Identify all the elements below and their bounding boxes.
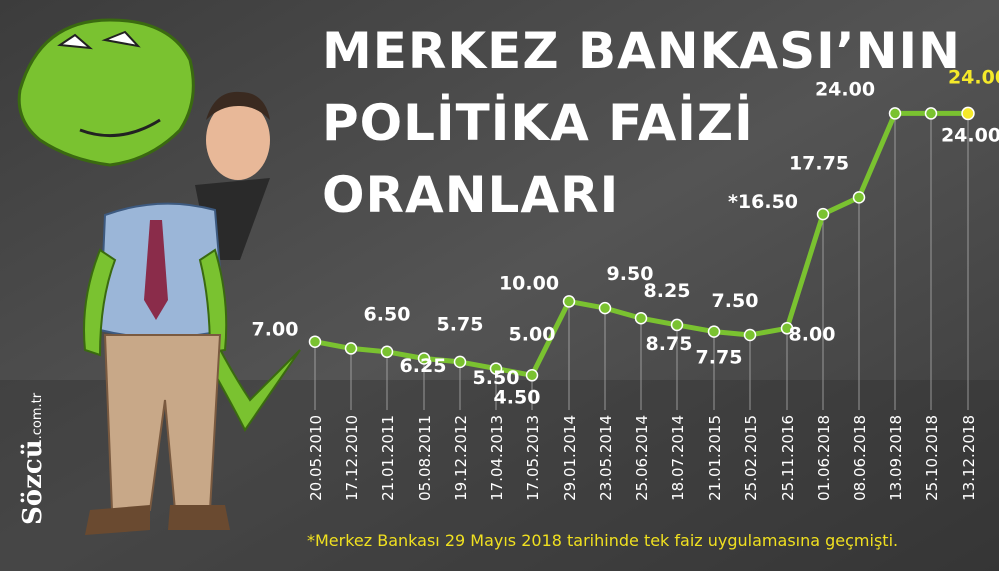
data-point: [598, 301, 612, 315]
data-label: 5.50: [473, 367, 520, 389]
data-label: 6.25: [400, 355, 447, 377]
data-label: 8.25: [644, 280, 691, 302]
data-label: *16.50: [728, 191, 798, 213]
x-tick-label: 17.05.2013: [524, 415, 542, 501]
data-label: 5.00: [509, 324, 556, 346]
data-point: [707, 325, 721, 338]
data-label: 5.75: [437, 314, 484, 336]
data-point: [743, 328, 757, 342]
data-point: [489, 362, 503, 375]
data-point: [816, 207, 830, 221]
brand-name: Sözcü: [18, 439, 48, 525]
data-label: 24.00: [815, 78, 875, 100]
brand-logo: Sözcü.com.tr: [18, 393, 48, 525]
data-point: [852, 191, 866, 204]
data-point: [344, 342, 358, 355]
data-label: 24.00: [941, 124, 999, 146]
data-label: 24.00: [948, 66, 999, 88]
x-tick-label: 21.01.2011: [379, 415, 397, 501]
data-point: [308, 335, 322, 348]
title-line-3: ORANLARI: [322, 166, 620, 224]
data-point: [525, 369, 539, 382]
data-point: [417, 352, 431, 365]
x-tick-label: 17.04.2013: [488, 415, 506, 501]
data-point: [780, 322, 794, 335]
data-label: 7.50: [712, 290, 759, 312]
data-point: [961, 106, 975, 121]
x-tick-label: 25.10.2018: [923, 415, 941, 501]
x-tick-label: 18.07.2014: [669, 415, 687, 501]
data-point: [888, 107, 902, 120]
data-label: 6.50: [364, 303, 411, 325]
data-label: 7.75: [696, 347, 743, 369]
data-label: 8.00: [789, 323, 836, 345]
x-tick-label: 17.12.2010: [343, 415, 361, 501]
x-tick-label: 25.02.2015: [742, 415, 760, 501]
x-tick-label: 21.01.2015: [706, 415, 724, 501]
x-tick-label: 05.08.2011: [416, 415, 434, 501]
data-point: [453, 355, 467, 369]
data-label: 17.75: [789, 152, 849, 174]
data-label: 9.50: [607, 263, 654, 285]
dinosaur-illustration: [17, 18, 301, 535]
x-tick-label: 29.01.2014: [561, 415, 579, 501]
data-point: [380, 345, 394, 359]
data-label: 8.75: [646, 333, 693, 355]
x-tick-label: 23.05.2014: [597, 415, 615, 501]
x-tick-label: 25.06.2014: [633, 415, 651, 501]
x-tick-label: 19.12.2012: [452, 415, 470, 501]
x-tick-label: 01.06.2018: [815, 415, 833, 501]
data-point: [670, 318, 684, 332]
title-line-2: POLİTİKA FAİZİ: [322, 94, 754, 152]
x-tick-label: 20.05.2010: [307, 415, 325, 501]
data-label: 7.00: [252, 319, 299, 341]
title-line-1: MERKEZ BANKASI’NIN: [322, 22, 961, 80]
x-tick-label: 13.12.2018: [960, 415, 978, 501]
footnote: *Merkez Bankası 29 Mayıs 2018 tarihinde …: [307, 531, 899, 550]
brand-domain: .com.tr: [30, 392, 45, 440]
x-tick-label: 13.09.2018: [887, 415, 905, 501]
data-point: [562, 295, 576, 308]
data-point: [634, 311, 648, 325]
x-tick-label: 08.06.2018: [851, 415, 869, 501]
data-label: 10.00: [499, 272, 559, 294]
data-label: 4.50: [494, 386, 541, 408]
data-point: [924, 107, 938, 120]
x-tick-label: 25.11.2016: [779, 415, 797, 501]
